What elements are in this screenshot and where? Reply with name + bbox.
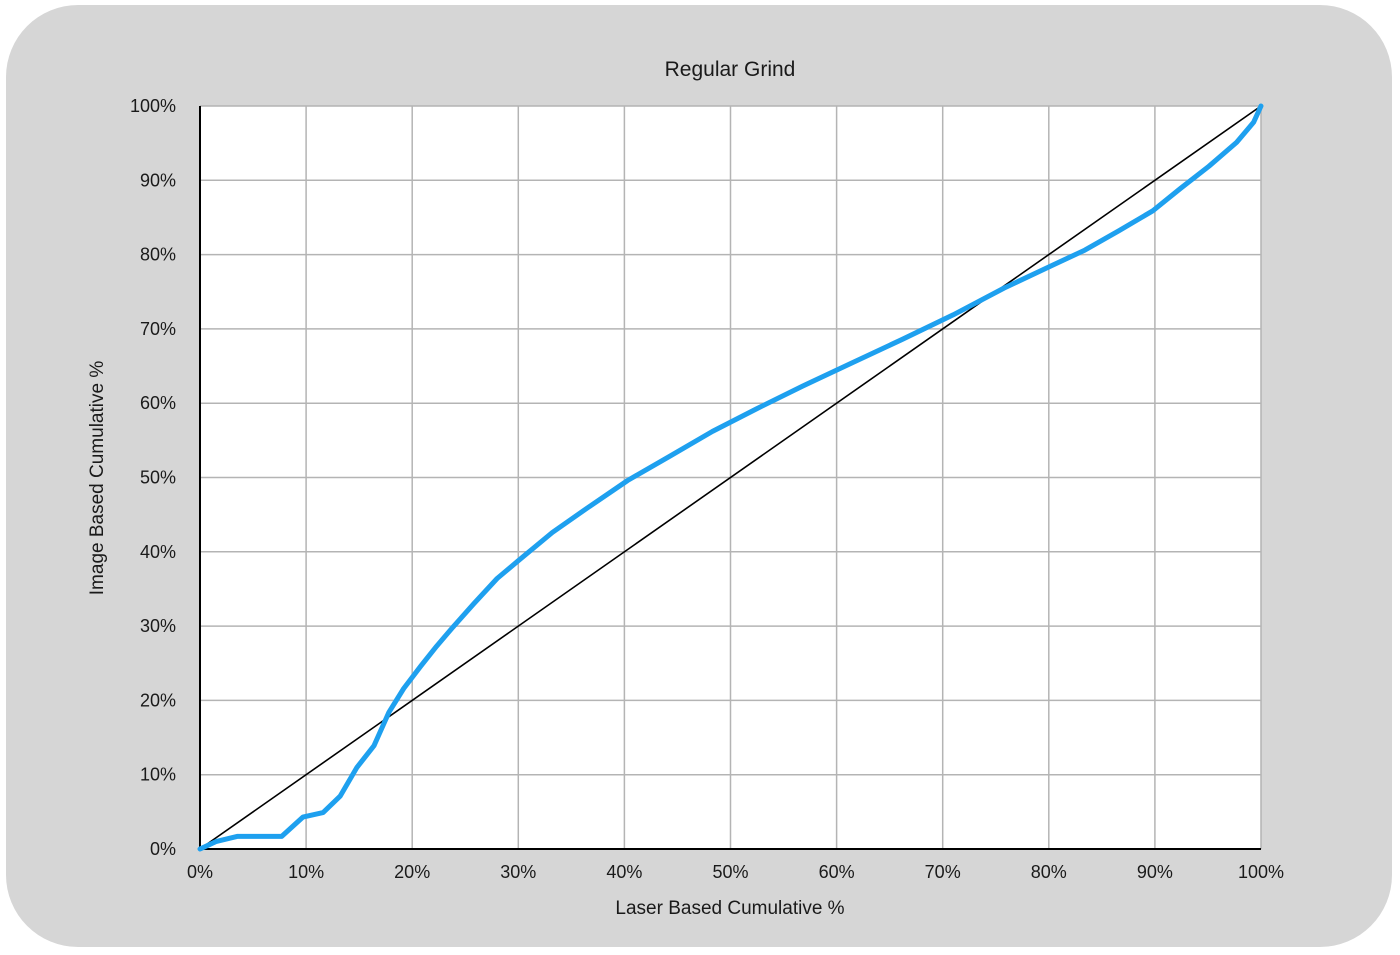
- y-tick-label: 50%: [140, 468, 176, 488]
- x-tick-label: 100%: [1238, 862, 1284, 882]
- y-tick-label: 90%: [140, 170, 176, 190]
- x-tick-label: 80%: [1031, 862, 1067, 882]
- series-line-diagonal: [199, 105, 1262, 850]
- y-tick-label: 40%: [140, 542, 176, 562]
- x-tick-label: 20%: [394, 862, 430, 882]
- y-tick-label: 60%: [140, 393, 176, 413]
- x-tick-label: 90%: [1137, 862, 1173, 882]
- x-tick-label: 10%: [288, 862, 324, 882]
- y-tick-label: 100%: [130, 96, 176, 116]
- y-tick-label: 80%: [140, 245, 176, 265]
- x-tick-label: 70%: [925, 862, 961, 882]
- y-tick-label: 20%: [140, 690, 176, 710]
- series-layer: [197, 103, 1264, 852]
- axes: [199, 106, 1261, 850]
- y-axis-label: Image Based Cumulative %: [87, 361, 108, 596]
- y-tick-label: 30%: [140, 616, 176, 636]
- x-tick-label: 40%: [606, 862, 642, 882]
- x-tick-label: 0%: [187, 862, 213, 882]
- y-tick-label: 0%: [150, 839, 176, 859]
- x-tick-label: 50%: [712, 862, 748, 882]
- x-tick-label: 60%: [819, 862, 855, 882]
- series-line-curve: [197, 103, 1264, 852]
- y-tick-label: 10%: [140, 765, 176, 785]
- tick-labels: 0% 10% 20% 30% 40% 50% 60% 70% 80% 90% 100% 0% 10% 20…: [130, 96, 1284, 882]
- x-axis-label: Laser Based Cumulative %: [615, 898, 844, 919]
- y-tick-label: 70%: [140, 319, 176, 339]
- x-tick-label: 30%: [500, 862, 536, 882]
- chart-title: Regular Grind: [665, 58, 796, 81]
